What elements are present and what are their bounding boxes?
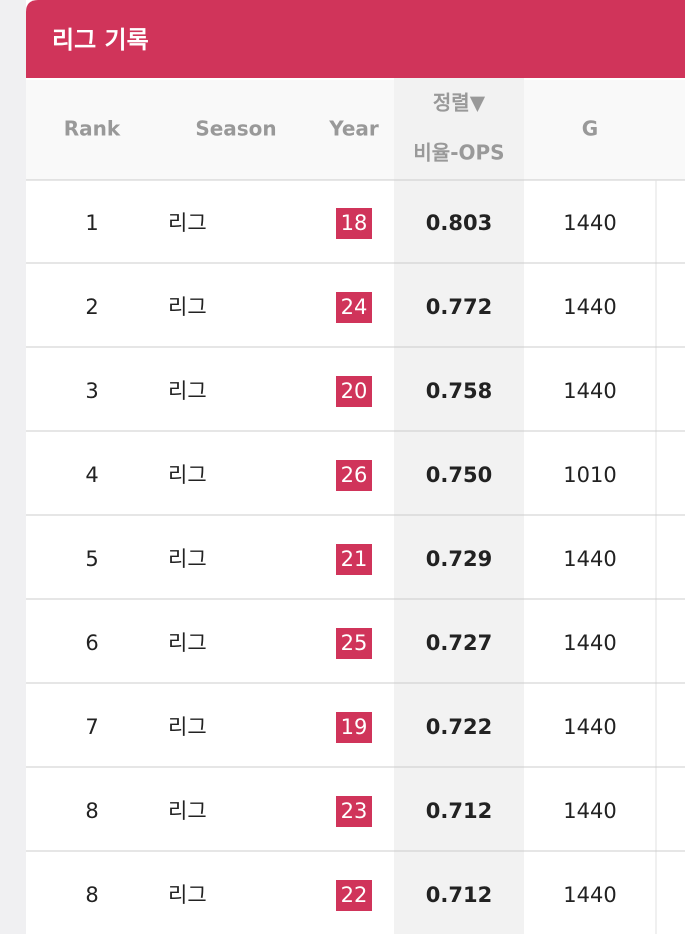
year-badge: [336, 376, 372, 407]
column-header[interactable]: 비율-OPS: [413, 141, 504, 165]
ops: 0.712: [426, 883, 492, 907]
season: 리그: [168, 295, 207, 319]
rank: 2: [85, 295, 98, 319]
year: 26: [341, 463, 368, 487]
column-header-row: [26, 80, 685, 180]
games: 1440: [563, 715, 616, 739]
rank: 6: [85, 631, 98, 655]
ops: 0.750: [426, 463, 492, 487]
ops: 0.727: [426, 631, 492, 655]
ops: 0.722: [426, 715, 492, 739]
season: 리그: [168, 379, 207, 403]
ops: 0.758: [426, 379, 492, 403]
ops: 0.712: [426, 799, 492, 823]
games: 1440: [563, 547, 616, 571]
year-badge: [336, 544, 372, 575]
year-badge: [336, 628, 372, 659]
games: 1440: [563, 295, 616, 319]
games: 1440: [563, 883, 616, 907]
season: 리그: [168, 631, 207, 655]
rank: 8: [85, 799, 98, 823]
year-badge: [336, 712, 372, 743]
rank: 7: [85, 715, 98, 739]
year: 21: [341, 547, 368, 571]
year-badge: [336, 880, 372, 911]
ops: 0.729: [426, 547, 492, 571]
rank: 3: [85, 379, 98, 403]
rank: 4: [85, 463, 98, 487]
year: 22: [341, 883, 368, 907]
season: 리그: [168, 547, 207, 571]
sort-indicator[interactable]: 정렬▼: [433, 91, 486, 115]
year-badge: [336, 292, 372, 323]
games: 1440: [563, 631, 616, 655]
year-badge: [336, 796, 372, 827]
column-header[interactable]: Rank: [64, 117, 121, 141]
year: 19: [341, 715, 368, 739]
rank: 1: [85, 211, 98, 235]
games: 1010: [563, 463, 616, 487]
games: 1440: [563, 211, 616, 235]
year: 18: [341, 211, 368, 235]
games: 1440: [563, 379, 616, 403]
rank: 5: [85, 547, 98, 571]
season: 리그: [168, 463, 207, 487]
year: 24: [341, 295, 368, 319]
sorted-column: [394, 78, 524, 934]
season: 리그: [168, 883, 207, 907]
year: 25: [341, 631, 368, 655]
year: 23: [341, 799, 368, 823]
games: 1440: [563, 799, 616, 823]
rank: 8: [85, 883, 98, 907]
column-header[interactable]: Season: [195, 117, 276, 141]
year-badge: [336, 208, 372, 239]
season: 리그: [168, 211, 207, 235]
card-header: [26, 0, 685, 78]
column-header[interactable]: G: [582, 117, 598, 141]
ops: 0.803: [426, 211, 492, 235]
year: 20: [341, 379, 368, 403]
column-header[interactable]: Year: [328, 117, 379, 141]
season: 리그: [168, 799, 207, 823]
ops: 0.772: [426, 295, 492, 319]
card-title: 리그 기록: [52, 26, 149, 54]
year-badge: [336, 460, 372, 491]
season: 리그: [168, 715, 207, 739]
